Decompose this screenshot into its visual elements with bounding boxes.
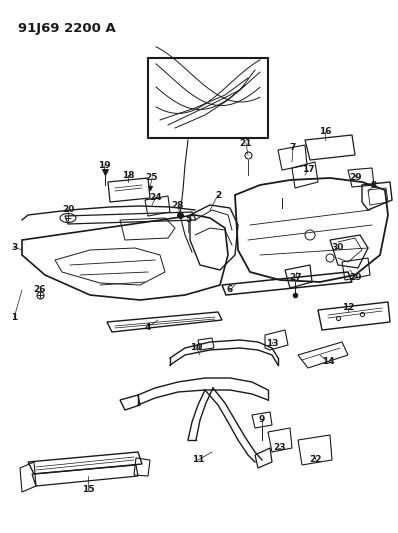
Text: 9: 9 — [259, 416, 265, 424]
Text: 27: 27 — [290, 273, 302, 282]
Text: 1: 1 — [11, 313, 17, 322]
Text: 21: 21 — [240, 139, 252, 148]
Text: 29: 29 — [350, 273, 362, 282]
Text: 3: 3 — [11, 243, 17, 252]
Text: 13: 13 — [266, 338, 278, 348]
Text: 5: 5 — [185, 215, 191, 224]
Text: 8: 8 — [371, 181, 377, 190]
Text: 29: 29 — [350, 174, 362, 182]
Text: 16: 16 — [319, 127, 331, 136]
Text: 25: 25 — [146, 174, 158, 182]
Text: 91J69 2200 A: 91J69 2200 A — [18, 22, 116, 35]
Text: 10: 10 — [190, 343, 202, 351]
Text: 20: 20 — [62, 206, 74, 214]
Text: 23: 23 — [274, 443, 286, 453]
Text: 11: 11 — [192, 456, 204, 464]
Text: 19: 19 — [98, 160, 110, 169]
Text: 6: 6 — [227, 286, 233, 295]
Text: 12: 12 — [342, 303, 354, 312]
Text: 15: 15 — [82, 486, 94, 495]
Text: 17: 17 — [302, 166, 314, 174]
Text: 7: 7 — [290, 143, 296, 152]
Text: 18: 18 — [122, 171, 134, 180]
Text: 22: 22 — [310, 456, 322, 464]
Text: 4: 4 — [145, 322, 151, 332]
Text: 30: 30 — [332, 244, 344, 253]
Text: 28: 28 — [172, 200, 184, 209]
Text: 14: 14 — [322, 358, 334, 367]
Text: 2: 2 — [215, 190, 221, 199]
Text: 24: 24 — [150, 192, 162, 201]
Text: 26: 26 — [34, 286, 46, 295]
